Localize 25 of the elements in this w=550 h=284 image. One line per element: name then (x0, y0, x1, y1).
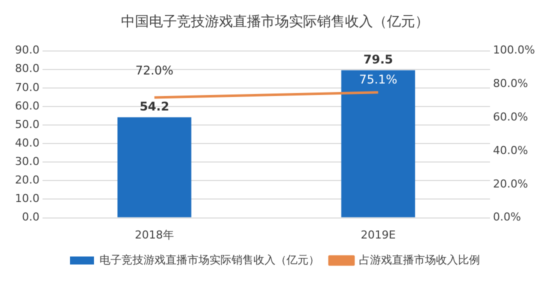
y-tick-label: 10.0 (14, 192, 40, 206)
data-label: 54.2 (140, 99, 170, 114)
x-tick-label: 2019E (360, 228, 396, 242)
y2-tick-label: 20.0% (493, 177, 528, 190)
y-tick-label: 60.0 (14, 99, 40, 112)
y-tick-label: 0.0 (22, 210, 40, 224)
y-tick-label: 80.0 (14, 62, 40, 76)
y2-tick-label: 100.0% (493, 44, 536, 57)
chart-title: 中国电子竞技游戏直播市场实际销售收入（亿元） (121, 14, 429, 30)
y-tick-label: 50.0 (14, 118, 40, 131)
data-label: 72.0% (135, 64, 174, 78)
y2-tick-label: 60.0% (493, 110, 528, 124)
y2-tick-label: 40.0% (493, 144, 528, 157)
data-label: 75.1% (359, 72, 398, 87)
y-tick-label: 30.0 (14, 154, 40, 168)
x-tick-label: 2018年 (134, 228, 174, 242)
y2-tick-label: 80.0% (493, 77, 528, 90)
legend-label: 电子竞技游戏直播市场实际销售收入（亿元） (100, 253, 320, 266)
y2-tick-label: 0.0% (493, 210, 522, 224)
y-tick-label: 70.0 (14, 80, 40, 94)
legend-label: 占游戏直播市场收入比例 (359, 253, 480, 266)
y-tick-label: 20.0 (14, 174, 40, 187)
data-label: 79.5 (363, 52, 393, 66)
y-tick-label: 40.0 (14, 136, 40, 150)
y-tick-label: 90.0 (14, 44, 40, 57)
